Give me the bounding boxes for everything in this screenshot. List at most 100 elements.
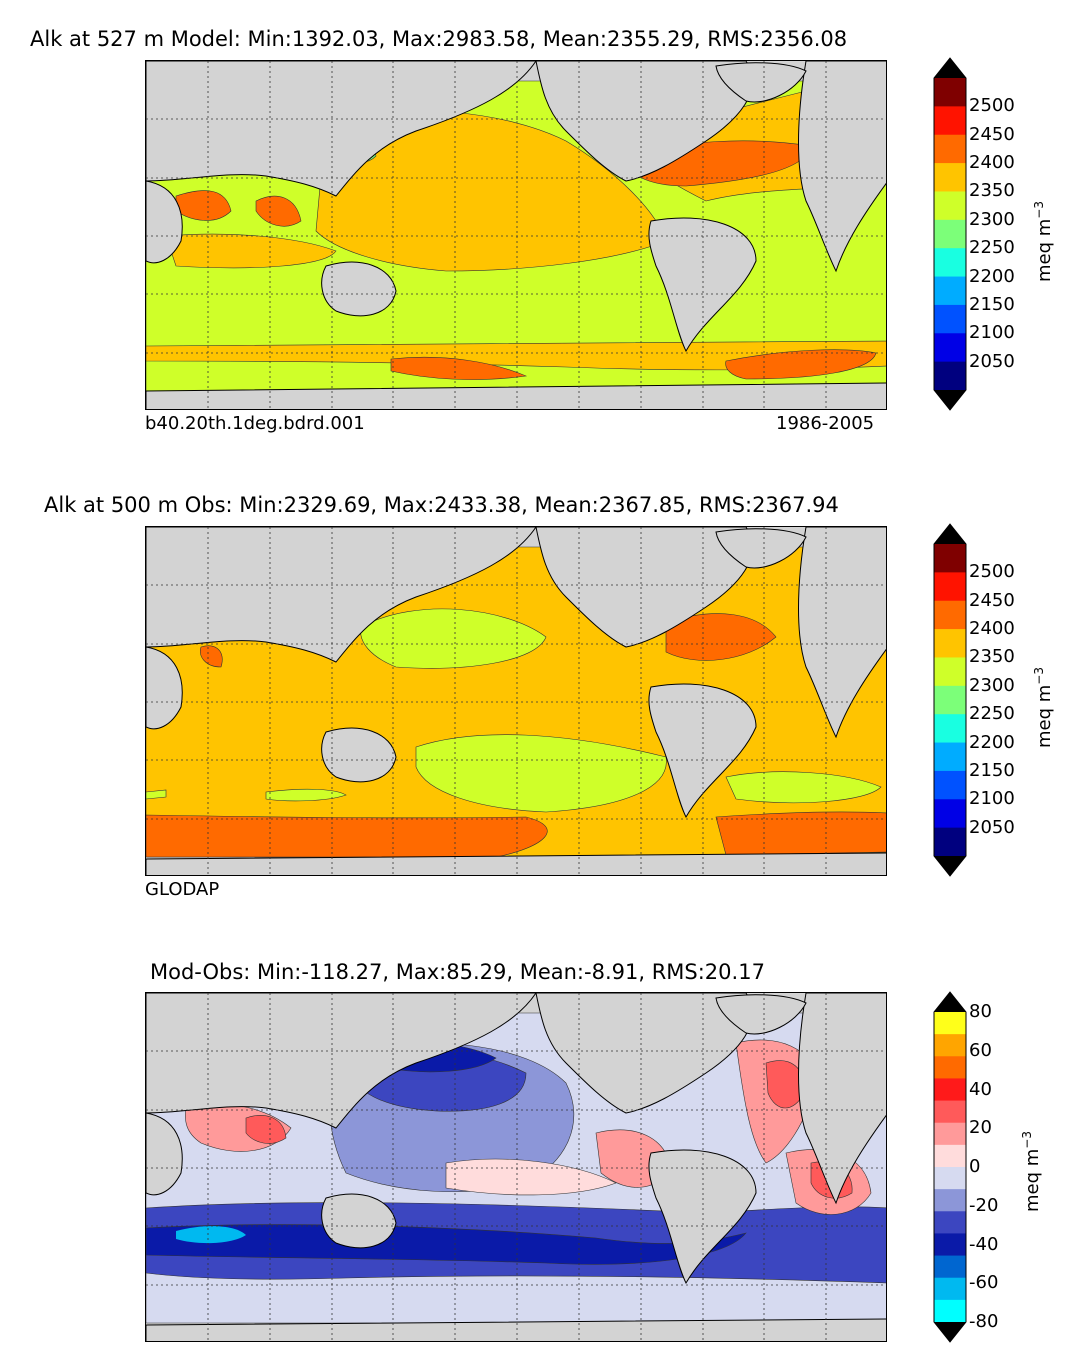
colorbar-tick-label: 2050 bbox=[969, 816, 1015, 838]
panel2-north-america bbox=[535, 527, 753, 648]
colorbar-over-triangle bbox=[934, 58, 966, 78]
panel2-high-arabian bbox=[200, 645, 223, 668]
colorbar-segment bbox=[934, 1255, 966, 1279]
panel1-unit-label: meq m−3 bbox=[1032, 201, 1055, 282]
colorbar-segment bbox=[934, 219, 966, 249]
panel3-australia bbox=[321, 1193, 397, 1249]
panel2-low-band2 bbox=[265, 788, 347, 802]
panel1-eurasia bbox=[146, 61, 537, 197]
panel3-antarctica bbox=[146, 1318, 886, 1341]
colorbar-segment bbox=[934, 742, 966, 772]
colorbar-tick-label: 2450 bbox=[969, 123, 1015, 145]
colorbar-tick-label: 2450 bbox=[969, 589, 1015, 611]
panel2-africa-west bbox=[146, 646, 183, 730]
panel1-years-label: 1986-2005 bbox=[776, 413, 875, 434]
panel3-pos-nz-pink bbox=[445, 1158, 617, 1196]
panel2-high-south bbox=[146, 814, 548, 858]
panel1-hot-south1 bbox=[390, 356, 528, 380]
panel3-colorbar-svg bbox=[933, 991, 967, 1343]
colorbar-tick-label: 60 bbox=[969, 1039, 992, 1061]
colorbar-segment bbox=[934, 685, 966, 715]
panel2-low-spac bbox=[415, 734, 667, 813]
colorbar-segment bbox=[934, 1100, 966, 1124]
panel2-source-label: GLODAP bbox=[145, 879, 220, 900]
panel1-unit-exp: −3 bbox=[1032, 201, 1046, 219]
colorbar-outline bbox=[933, 57, 967, 411]
panel3-neg-south-cyan bbox=[176, 1226, 246, 1244]
panel1-europe-africa bbox=[798, 61, 886, 273]
panel1-antarctica bbox=[146, 382, 886, 409]
colorbar-segment bbox=[934, 1167, 966, 1190]
panel3-unit-text: meq m bbox=[1022, 1148, 1043, 1212]
colorbar-segment bbox=[934, 1144, 966, 1168]
colorbar-tick-label: 20 bbox=[969, 1117, 992, 1139]
panel2-unit-text: meq m bbox=[1034, 684, 1055, 748]
panel2-europe-africa bbox=[798, 527, 886, 739]
colorbar-tick-label: 2500 bbox=[969, 95, 1015, 117]
colorbar-tick-label: 2100 bbox=[969, 322, 1015, 344]
panel3-eurasia bbox=[146, 993, 537, 1129]
colorbar-segment bbox=[934, 276, 966, 306]
colorbar-segment bbox=[934, 1078, 966, 1102]
panel2-colorbar-svg bbox=[933, 523, 967, 877]
panel3-map bbox=[145, 992, 887, 1342]
panel3-map-svg bbox=[146, 993, 886, 1341]
panel1-case-label: b40.20th.1deg.bdrd.001 bbox=[145, 413, 365, 434]
colorbar-tick-label: 2100 bbox=[969, 788, 1015, 810]
panel1-colorbar bbox=[933, 57, 967, 411]
panel3-north-america bbox=[535, 993, 753, 1114]
colorbar-segment bbox=[934, 1233, 966, 1257]
colorbar-segment bbox=[934, 78, 966, 107]
colorbar-segment bbox=[934, 333, 966, 363]
colorbar-tick-label: 2250 bbox=[969, 237, 1015, 259]
panel1-hot-bengal bbox=[255, 195, 302, 227]
panel2-low-satl bbox=[725, 771, 882, 804]
colorbar-segment bbox=[934, 544, 966, 573]
colorbar-segment bbox=[934, 1189, 966, 1212]
panel1-australia bbox=[321, 261, 397, 317]
panel2-colorbar bbox=[933, 523, 967, 877]
colorbar-segment bbox=[934, 799, 966, 829]
panel2-greenland bbox=[715, 528, 807, 569]
panel3-pos-arabian-strong bbox=[245, 1115, 287, 1144]
colorbar-under-triangle bbox=[934, 856, 966, 876]
colorbar-over-triangle bbox=[934, 992, 966, 1012]
colorbar-tick-label: 2350 bbox=[969, 646, 1015, 668]
colorbar-tick-label: 2500 bbox=[969, 561, 1015, 583]
colorbar-tick-label: -60 bbox=[969, 1272, 999, 1294]
panel1-map bbox=[145, 60, 887, 410]
panel3-colorbar bbox=[933, 991, 967, 1343]
panel2-high-south2 bbox=[715, 811, 886, 856]
panel1-hot-south2 bbox=[725, 349, 877, 380]
colorbar-tick-label: 2200 bbox=[969, 265, 1015, 287]
colorbar-tick-label: -20 bbox=[969, 1194, 999, 1216]
panel3-europe-africa bbox=[798, 993, 886, 1205]
colorbar-tick-label: 2300 bbox=[969, 674, 1015, 696]
colorbar-segment bbox=[934, 1012, 966, 1035]
colorbar-segment bbox=[934, 714, 966, 744]
panel3-gridlines bbox=[146, 993, 886, 1341]
colorbar-outline bbox=[933, 991, 967, 1343]
panel2-low-band1 bbox=[146, 789, 167, 800]
colorbar-segment bbox=[934, 361, 966, 391]
colorbar-tick-label: 0 bbox=[969, 1156, 981, 1177]
colorbar-segment bbox=[934, 304, 966, 334]
panel1-north-america bbox=[535, 61, 753, 182]
colorbar-tick-label: 2150 bbox=[969, 759, 1015, 781]
panel3-south-america bbox=[648, 1149, 757, 1285]
colorbar-segment bbox=[934, 572, 966, 602]
panel1-africa-west bbox=[146, 180, 183, 264]
panel2-low-npac bbox=[360, 608, 547, 669]
panel3-title: Mod-Obs: Min:-118.27, Max:85.29, Mean:-8… bbox=[150, 960, 765, 984]
panel2-unit-label: meq m−3 bbox=[1032, 667, 1055, 748]
panel3-unit-label: meq m−3 bbox=[1020, 1131, 1043, 1212]
colorbar-tick-label: 2250 bbox=[969, 703, 1015, 725]
panel2-antarctica bbox=[146, 852, 886, 875]
panel2-title: Alk at 500 m Obs: Min:2329.69, Max:2433.… bbox=[44, 493, 839, 517]
colorbar-tick-label: 2400 bbox=[969, 618, 1015, 640]
panel1-band-indian bbox=[165, 233, 337, 269]
colorbar-tick-label: 2400 bbox=[969, 152, 1015, 174]
panel1-map-svg bbox=[146, 61, 886, 409]
colorbar-over-triangle bbox=[934, 524, 966, 544]
panel3-africa-west bbox=[146, 1112, 183, 1196]
